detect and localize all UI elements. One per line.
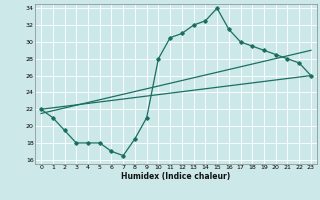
X-axis label: Humidex (Indice chaleur): Humidex (Indice chaleur) <box>121 172 231 181</box>
